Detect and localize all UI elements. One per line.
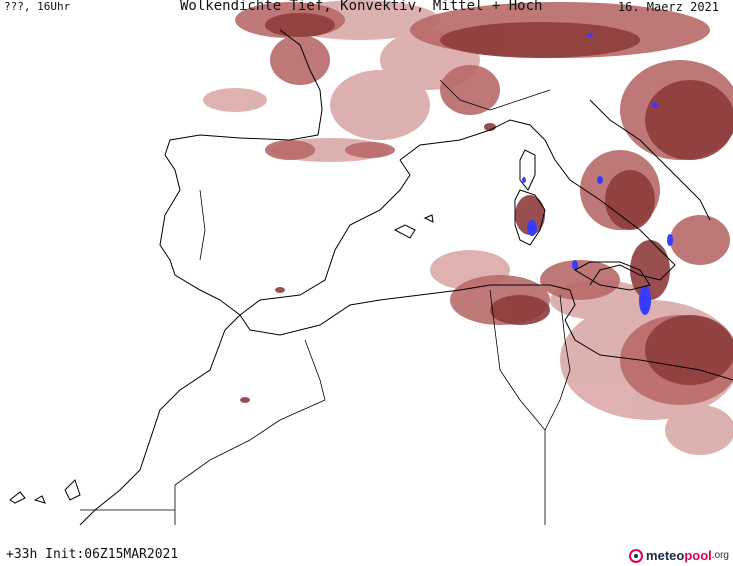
brand-name-b: pool — [684, 548, 712, 563]
convective-cells — [522, 33, 673, 315]
brand-name-a: meteo — [646, 548, 685, 563]
meteopool-logo-icon — [629, 548, 644, 563]
coastlines — [9, 29, 733, 526]
brand-suffix: .org — [711, 550, 729, 561]
cloud-dark — [240, 13, 733, 403]
map-date: 16. Maerz 2021 — [617, 0, 719, 14]
forecast-init-label: +33h Init:06Z15MAR2021 — [6, 547, 179, 562]
run-label: ???, 16Uhr — [4, 0, 71, 13]
cloud-cover-layer — [203, 0, 733, 455]
borders — [80, 79, 571, 525]
meteopool-logo[interactable]: meteo pool .org — [629, 548, 729, 563]
map-title: Wolkendichte Tief, Konvektiv, Mittel + H… — [180, 0, 543, 14]
